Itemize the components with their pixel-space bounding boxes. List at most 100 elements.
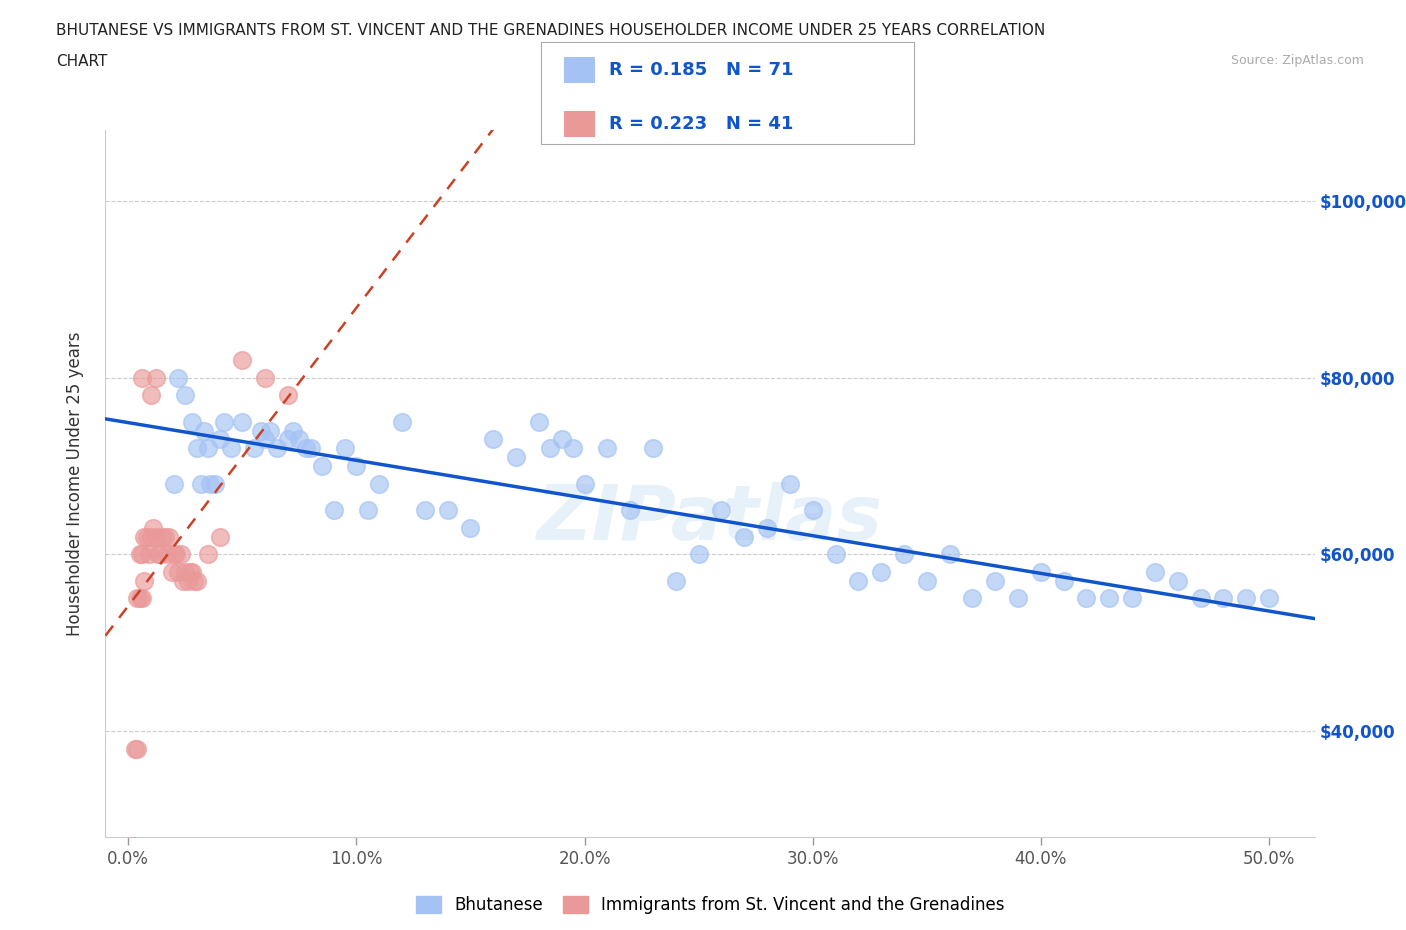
Point <box>183 573 205 589</box>
Point <box>277 432 299 447</box>
Point <box>153 529 176 544</box>
Point <box>1121 591 1143 606</box>
Point <box>266 441 288 456</box>
Point <box>170 547 193 562</box>
Point <box>200 476 222 491</box>
Point <box>482 432 505 447</box>
Point <box>756 521 779 536</box>
Point <box>311 458 333 473</box>
Point <box>984 573 1007 589</box>
Point <box>665 573 688 589</box>
Point <box>181 565 204 579</box>
Point <box>131 370 153 385</box>
Point <box>962 591 984 606</box>
Text: CHART: CHART <box>56 54 108 69</box>
Point <box>915 573 938 589</box>
Point <box>574 476 596 491</box>
Point <box>160 565 183 579</box>
Point <box>288 432 311 447</box>
Text: Source: ZipAtlas.com: Source: ZipAtlas.com <box>1230 54 1364 67</box>
Point <box>413 503 436 518</box>
Point <box>197 441 219 456</box>
Point <box>1076 591 1098 606</box>
Point <box>138 547 160 562</box>
Point <box>870 565 893 579</box>
Point <box>193 423 215 438</box>
Point <box>127 741 149 756</box>
Point <box>824 547 846 562</box>
Point <box>231 415 253 430</box>
Point <box>893 547 915 562</box>
Point <box>128 547 150 562</box>
Legend: Bhutanese, Immigrants from St. Vincent and the Grenadines: Bhutanese, Immigrants from St. Vincent a… <box>409 889 1011 921</box>
Point <box>688 547 710 562</box>
Point <box>145 370 167 385</box>
Point <box>938 547 960 562</box>
Point <box>135 529 157 544</box>
Point <box>186 573 208 589</box>
Text: R = 0.185   N = 71: R = 0.185 N = 71 <box>609 60 793 79</box>
Point <box>174 388 197 403</box>
Point <box>190 476 212 491</box>
Point <box>538 441 561 456</box>
Point <box>219 441 242 456</box>
Point <box>460 521 482 536</box>
Point <box>254 370 277 385</box>
Point <box>1234 591 1257 606</box>
Point <box>163 476 186 491</box>
Point <box>149 547 172 562</box>
Point <box>1007 591 1029 606</box>
Point <box>551 432 574 447</box>
Point <box>208 529 231 544</box>
Point <box>139 529 162 544</box>
Point <box>197 547 219 562</box>
Point <box>1167 573 1189 589</box>
Text: BHUTANESE VS IMMIGRANTS FROM ST. VINCENT AND THE GRENADINES HOUSEHOLDER INCOME U: BHUTANESE VS IMMIGRANTS FROM ST. VINCENT… <box>56 23 1046 38</box>
Point <box>212 415 235 430</box>
Point <box>1098 591 1121 606</box>
Point <box>368 476 391 491</box>
Point <box>131 591 153 606</box>
Point <box>231 352 253 367</box>
Point <box>139 388 162 403</box>
Y-axis label: Householder Income Under 25 years: Householder Income Under 25 years <box>66 331 84 636</box>
Point <box>145 529 167 544</box>
Point <box>146 547 169 562</box>
Point <box>204 476 226 491</box>
Point <box>167 565 190 579</box>
Point <box>156 547 179 562</box>
Point <box>181 415 204 430</box>
Point <box>596 441 619 456</box>
Point <box>1189 591 1212 606</box>
Point <box>128 591 150 606</box>
Point <box>134 529 156 544</box>
Point <box>259 423 281 438</box>
Point <box>1258 591 1281 606</box>
Point <box>436 503 458 518</box>
Point <box>131 547 153 562</box>
Point <box>176 573 198 589</box>
Point <box>179 565 201 579</box>
Point <box>249 423 271 438</box>
Point <box>505 450 527 465</box>
Point <box>1053 573 1076 589</box>
Point <box>281 423 304 438</box>
Text: ZIPatlas: ZIPatlas <box>537 482 883 556</box>
Point <box>186 441 208 456</box>
Point <box>733 529 755 544</box>
Point <box>127 591 149 606</box>
Point <box>333 441 356 456</box>
Point <box>641 441 664 456</box>
Point <box>344 458 367 473</box>
Point <box>208 432 231 447</box>
Point <box>165 547 187 562</box>
Point <box>242 441 264 456</box>
Point <box>562 441 585 456</box>
Point <box>779 476 801 491</box>
Point <box>846 573 869 589</box>
Point <box>391 415 413 430</box>
Point <box>134 573 156 589</box>
Point <box>801 503 824 518</box>
Point <box>167 370 190 385</box>
Text: R = 0.223   N = 41: R = 0.223 N = 41 <box>609 114 793 133</box>
